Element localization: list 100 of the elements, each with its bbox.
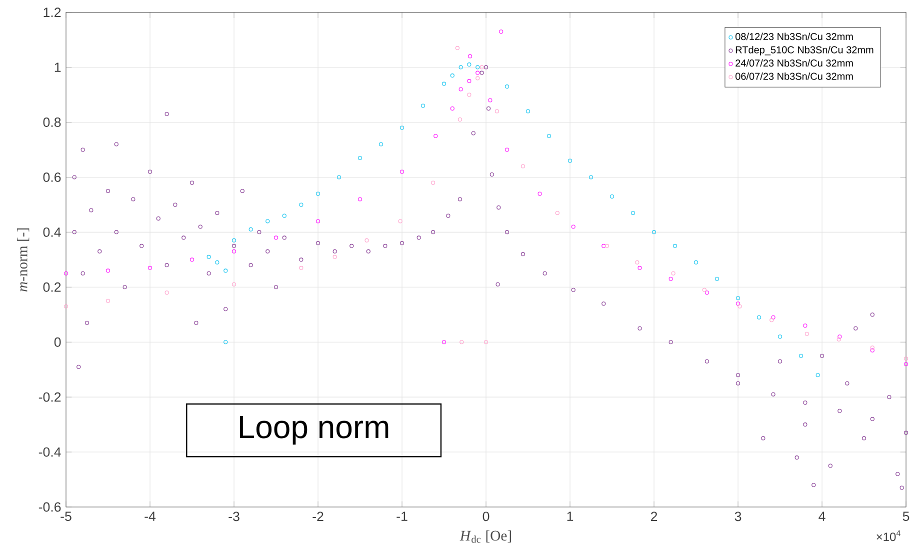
point [299, 266, 304, 270]
x-tick-label: 3 [734, 512, 742, 522]
point [232, 282, 236, 286]
point [638, 266, 642, 270]
point [332, 254, 337, 259]
point [589, 175, 594, 180]
y-axis-title: m-norm [-] [17, 228, 30, 292]
x-tick-label: 2 [650, 512, 658, 522]
point [631, 210, 636, 215]
point [694, 260, 698, 264]
point [248, 227, 253, 232]
point [904, 356, 908, 361]
point [400, 126, 404, 130]
legend-label: 06/07/23 Nb3Sn/Cu 32mm [736, 72, 853, 80]
point [64, 271, 68, 276]
point [106, 268, 110, 273]
point [571, 224, 576, 229]
point [450, 74, 454, 78]
point [555, 210, 560, 215]
annotation: Loop norm [240, 416, 388, 445]
point [476, 70, 480, 75]
y-tick-label: 0.6 [43, 172, 61, 182]
point [421, 104, 426, 108]
point [148, 266, 152, 270]
point [736, 296, 740, 300]
point [671, 271, 676, 276]
x-tick-label: 5 [902, 512, 910, 522]
point [476, 76, 480, 80]
point [505, 84, 510, 89]
point [778, 334, 782, 339]
legend-label: 08/12/23 Nb3Sn/Cu 32mm [736, 32, 853, 40]
point [702, 288, 706, 292]
point [467, 92, 472, 97]
x-tick-label: -2 [312, 512, 324, 522]
point [442, 82, 446, 86]
x-tick-label: 0 [482, 512, 490, 522]
point [499, 30, 504, 34]
point [804, 332, 809, 336]
point [164, 290, 169, 295]
text: ×10$^{4}$ [876, 530, 900, 542]
point [379, 142, 384, 146]
point [316, 219, 320, 224]
point [434, 134, 438, 138]
point [215, 260, 220, 264]
point [484, 340, 488, 344]
point [738, 304, 742, 308]
point [468, 54, 472, 58]
point [652, 230, 656, 234]
y-tick-label: 1 [54, 62, 61, 72]
x-tick-label: -5 [60, 512, 72, 522]
point [64, 304, 68, 308]
point [547, 134, 552, 138]
x-tick-label: -1 [396, 512, 408, 521]
point [480, 65, 484, 70]
point [604, 244, 609, 248]
point [458, 118, 462, 122]
point [494, 109, 499, 114]
point [358, 197, 362, 202]
point [358, 156, 362, 160]
y-tick-label: 0 [54, 337, 61, 347]
point [190, 258, 194, 262]
x-tick-label: 1 [567, 512, 574, 521]
point [224, 268, 228, 273]
point [836, 337, 841, 342]
point [771, 315, 776, 320]
point [364, 238, 369, 242]
point [704, 290, 709, 295]
point [224, 340, 228, 344]
y-tick-label: 1.2 [44, 8, 61, 17]
point [668, 276, 673, 281]
point [803, 324, 808, 328]
x-tick-label: 4 [818, 512, 826, 521]
y-tick-label: -0.2 [38, 392, 61, 402]
point [526, 109, 530, 114]
point [635, 260, 640, 264]
point [398, 219, 402, 224]
y-tick-label: 0.4 [43, 227, 61, 237]
point [299, 202, 304, 207]
x-tick-label: -4 [144, 512, 156, 521]
point [736, 302, 740, 306]
point [274, 236, 278, 240]
point [610, 194, 614, 198]
point [568, 158, 572, 163]
point [904, 362, 908, 366]
x-axis-title: H$_{dc}$ [Oe] [460, 530, 511, 543]
point [232, 249, 236, 254]
point [799, 354, 804, 358]
point [442, 340, 446, 344]
point [206, 254, 211, 259]
point [337, 175, 342, 180]
point [715, 276, 720, 281]
point [460, 340, 464, 344]
y-tick-label: 0.2 [43, 282, 61, 292]
point [505, 148, 510, 152]
point [520, 164, 525, 168]
point [400, 170, 404, 174]
point [488, 98, 492, 102]
point [467, 62, 472, 67]
point [458, 87, 463, 92]
legend-label: RTdep_510C Nb3Sn/Cu 32mm [736, 46, 874, 56]
